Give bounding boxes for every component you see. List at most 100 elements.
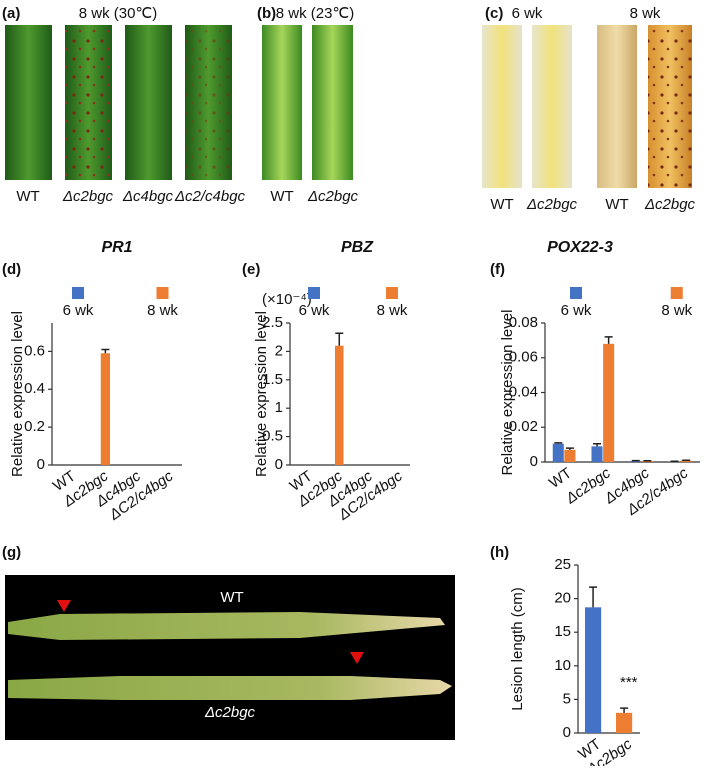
chart-title: PBZ — [341, 239, 374, 256]
error-bar — [605, 337, 613, 344]
y-axis-label: Relative expression level — [253, 311, 270, 477]
photo-label: Δc4bgc — [122, 188, 174, 205]
legend-swatch — [308, 287, 320, 299]
legend-swatch — [157, 287, 169, 299]
y-tick-label: 2.5 — [262, 314, 283, 331]
y-tick-label: 20 — [554, 590, 571, 607]
panel-label: (f) — [490, 261, 505, 278]
photo-c: (c) 6 wk 8 wk WT Δc2bgc WT Δc2bgc — [482, 5, 696, 213]
photo-label: Δc2/c4bgc — [174, 188, 246, 205]
y-tick-label: 0.2 — [24, 418, 45, 435]
bar — [592, 446, 603, 462]
legend-label: 8 wk — [661, 302, 692, 319]
y-tick-label: 1 — [275, 399, 283, 416]
photo-label: WT — [490, 196, 513, 213]
y-tick-label: 0.08 — [509, 314, 538, 331]
leaf-photo — [597, 25, 637, 188]
photo-b: (b) 8 wk (23℃) WT Δc2bgc — [257, 5, 359, 205]
y-tick-label: 0 — [530, 453, 538, 470]
y-axis-label: Lesion length (cm) — [509, 587, 526, 710]
chart: (h)***Lesion length (cm)0510152025WTΔc2b… — [490, 544, 640, 766]
lesions — [648, 25, 692, 188]
panel-label: (c) — [485, 5, 503, 22]
legend-swatch — [570, 287, 582, 299]
y-tick-label: 5 — [563, 690, 571, 707]
photo-label: WT — [605, 196, 628, 213]
legend-label: 6 wk — [63, 302, 94, 319]
y-tick-label: 15 — [554, 623, 571, 640]
leaf-photo — [125, 25, 172, 180]
panel-label: (a) — [2, 5, 20, 22]
y-tick-label: 0.04 — [509, 383, 538, 400]
photo-label: WT — [220, 589, 243, 606]
photo-a: (a) 8 wk (30℃) WT Δc2bgc Δc4bgc Δc2/c4bg… — [2, 5, 246, 205]
error-bar — [593, 444, 601, 447]
leaf-photo — [262, 25, 302, 180]
bar — [564, 450, 575, 462]
panel-label: (b) — [257, 5, 276, 22]
photo-label: WT — [270, 188, 293, 205]
panel-label: (e) — [242, 261, 260, 278]
error-bar — [101, 350, 109, 354]
legend-swatch — [72, 287, 84, 299]
photo-title: 8 wk (23℃) — [276, 5, 355, 22]
y-tick-label: 25 — [554, 556, 571, 573]
panel-label: (d) — [2, 261, 21, 278]
legend-label: 6 wk — [561, 302, 592, 319]
photo-label: Δc2bgc — [644, 196, 696, 213]
leaf-photo — [482, 25, 522, 188]
y-tick-label: 0.06 — [509, 349, 538, 366]
y-tick-label: 0.02 — [509, 418, 538, 435]
y-tick-label: 0 — [563, 724, 571, 741]
bar — [101, 353, 110, 465]
photo-label: Δc2bgc — [62, 188, 114, 205]
y-tick-label: 0.4 — [24, 380, 45, 397]
y-tick-label: 0.6 — [24, 342, 45, 359]
photo-title: 8 wk (30℃) — [79, 5, 158, 22]
annotation: *** — [620, 674, 638, 691]
y-tick-label: 0 — [275, 456, 283, 473]
legend-label: 6 wk — [299, 302, 330, 319]
y-tick-label: 0 — [37, 456, 45, 473]
y-tick-label: 10 — [554, 657, 571, 674]
leaf-photo — [312, 25, 353, 180]
photo-label: Δc2bgc — [204, 704, 256, 721]
panel-label: (h) — [490, 544, 509, 561]
legend-swatch — [386, 287, 398, 299]
photo-label: WT — [16, 188, 39, 205]
y-tick-label: 1.5 — [262, 371, 283, 388]
photo-label: Δc2bgc — [526, 196, 578, 213]
error-bar — [566, 448, 574, 450]
error-bar — [589, 587, 597, 607]
photo-label: Δc2bgc — [307, 188, 359, 205]
leaf-photo — [532, 25, 572, 188]
chart-title: POX22-3 — [547, 239, 613, 256]
y-tick-label: 0.5 — [262, 428, 283, 445]
chart-title: PR1 — [101, 239, 132, 256]
photo-g: (g) WT Δc2bgc — [2, 544, 455, 740]
error-bar — [620, 708, 628, 713]
legend-label: 8 wk — [147, 302, 178, 319]
legend-swatch — [671, 287, 683, 299]
error-bar — [632, 461, 640, 462]
legend-label: 8 wk — [377, 302, 408, 319]
panel-label: (g) — [2, 544, 21, 561]
lesions — [185, 25, 232, 180]
bar — [335, 346, 344, 465]
error-bar — [335, 333, 343, 345]
lesions — [65, 25, 112, 180]
error-bar — [554, 443, 562, 444]
bar — [553, 444, 564, 462]
leaf-photo — [8, 676, 452, 700]
bar — [603, 344, 614, 462]
bar — [616, 713, 632, 733]
bar — [585, 607, 601, 733]
y-tick-label: 2 — [275, 342, 283, 359]
photo-title: 6 wk — [512, 5, 543, 22]
photo-title: 8 wk — [630, 5, 661, 22]
leaf-photo — [5, 25, 52, 180]
